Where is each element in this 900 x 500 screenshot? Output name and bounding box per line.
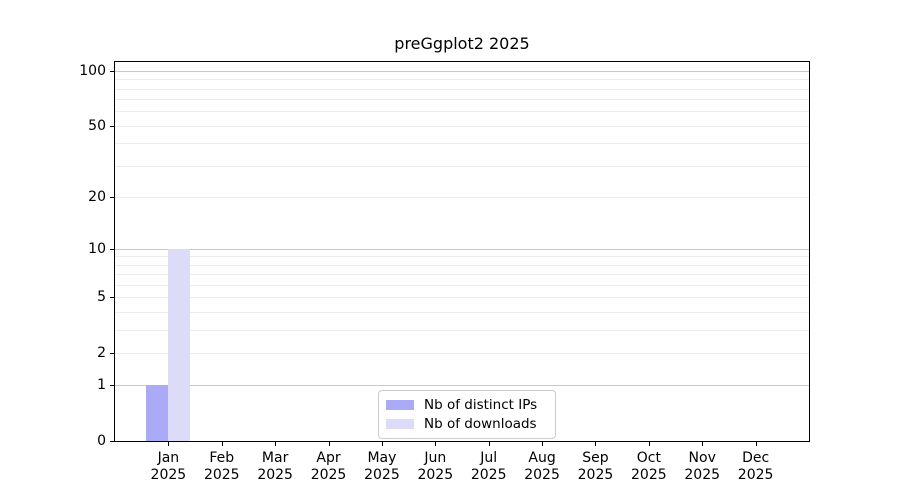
y-tick-mark-0 <box>110 441 114 442</box>
x-tick-label-jun: Jun 2025 <box>403 450 467 484</box>
plot-area: Nb of distinct IPs Nb of downloads <box>114 61 810 442</box>
x-tick-label-mar: Mar 2025 <box>243 450 307 484</box>
x-tick-mark-jun <box>435 442 437 446</box>
x-tick-mark-may <box>381 442 383 446</box>
y-tick-mark-50 <box>110 125 114 127</box>
x-tick-mark-apr <box>328 442 330 446</box>
y-tick-mark-10 <box>110 248 114 250</box>
y-tick-label-5: 5 <box>97 289 106 306</box>
y-tick-mark-100 <box>110 71 114 72</box>
y-tick-label-0: 0 <box>97 433 106 449</box>
x-tick-mark-nov <box>702 442 704 446</box>
x-tick-label-year: 2025 <box>417 467 454 483</box>
x-tick-label-oct: Oct 2025 <box>617 450 681 484</box>
x-tick-mark-mar <box>275 442 277 446</box>
gridline-minor-60 <box>115 111 809 113</box>
x-tick-label-year: 2025 <box>737 467 774 483</box>
gridline-major-10 <box>115 248 809 250</box>
y-tick-label-50: 50 <box>88 117 106 134</box>
x-tick-mark-jan <box>168 442 170 446</box>
x-tick-label-year: 2025 <box>631 467 667 483</box>
x-tick-label-year: 2025 <box>257 467 293 483</box>
y-tick-mark-2 <box>110 352 114 354</box>
bar-nb-of-distinct-ips-jan <box>146 385 169 441</box>
gridline-minor-30 <box>115 165 809 167</box>
gridline-major-1 <box>115 385 809 387</box>
legend-item-downloads: Nb of downloads <box>386 416 546 432</box>
x-tick-label-year: 2025 <box>310 467 347 483</box>
gridline-minor-4 <box>115 311 809 313</box>
x-tick-label-sep: Sep 2025 <box>563 450 627 484</box>
gridline-minor-70 <box>115 99 809 101</box>
y-tick-mark-5 <box>110 297 114 299</box>
legend-swatch-distinct-ips <box>386 400 414 410</box>
y-tick-label-100: 100 <box>79 63 106 79</box>
legend-item-distinct-ips: Nb of distinct IPs <box>386 397 546 413</box>
x-tick-mark-feb <box>221 442 223 446</box>
y-tick-label-1: 1 <box>97 377 106 394</box>
x-tick-mark-jul <box>488 442 490 446</box>
x-tick-label-apr: Apr 2025 <box>297 450 361 484</box>
gridline-minor-40 <box>115 143 809 145</box>
x-tick-label-year: 2025 <box>577 467 614 483</box>
x-tick-label-year: 2025 <box>684 467 721 483</box>
gridline-minor-20 <box>115 196 809 198</box>
gridline-minor-8 <box>115 264 809 266</box>
x-tick-label-jan: Jan 2025 <box>136 450 200 484</box>
gridline-minor-9 <box>115 256 809 258</box>
x-tick-mark-sep <box>595 442 597 446</box>
x-tick-label-year: 2025 <box>364 467 400 483</box>
gridline-minor-3 <box>115 329 809 331</box>
gridline-minor-80 <box>115 88 809 90</box>
gridline-minor-5 <box>115 297 809 299</box>
x-tick-mark-dec <box>755 442 757 446</box>
chart-title: preGgplot2 2025 <box>394 34 530 53</box>
legend: Nb of distinct IPs Nb of downloads <box>378 390 556 439</box>
y-tick-mark-1 <box>110 385 114 387</box>
x-tick-label-year: 2025 <box>470 467 507 483</box>
y-tick-label-2: 2 <box>97 344 106 361</box>
x-tick-label-feb: Feb 2025 <box>190 450 254 484</box>
gridline-minor-50 <box>115 125 809 127</box>
y-tick-label-20: 20 <box>88 188 106 205</box>
x-tick-label-dec: Dec 2025 <box>724 450 788 484</box>
x-tick-label-nov: Nov 2025 <box>670 450 734 484</box>
gridline-minor-7 <box>115 274 809 276</box>
x-tick-label-year: 2025 <box>150 467 187 483</box>
bar-nb-of-downloads-jan <box>168 248 191 441</box>
y-tick-mark-20 <box>110 196 114 198</box>
legend-swatch-downloads <box>386 419 414 429</box>
gridline-minor-6 <box>115 284 809 286</box>
x-tick-mark-aug <box>542 442 544 446</box>
gridline-major-100 <box>115 71 809 72</box>
x-tick-label-year: 2025 <box>524 467 560 483</box>
legend-label-distinct-ips: Nb of distinct IPs <box>424 397 538 413</box>
x-tick-label-may: May 2025 <box>350 450 414 484</box>
x-tick-label-year: 2025 <box>203 467 240 483</box>
legend-label-downloads: Nb of downloads <box>424 416 537 432</box>
x-tick-mark-oct <box>648 442 650 446</box>
x-tick-label-jul: Jul 2025 <box>457 450 521 484</box>
gridline-minor-90 <box>115 79 809 81</box>
y-tick-label-10: 10 <box>88 240 106 257</box>
x-tick-label-aug: Aug 2025 <box>510 450 574 484</box>
gridline-minor-2 <box>115 352 809 354</box>
